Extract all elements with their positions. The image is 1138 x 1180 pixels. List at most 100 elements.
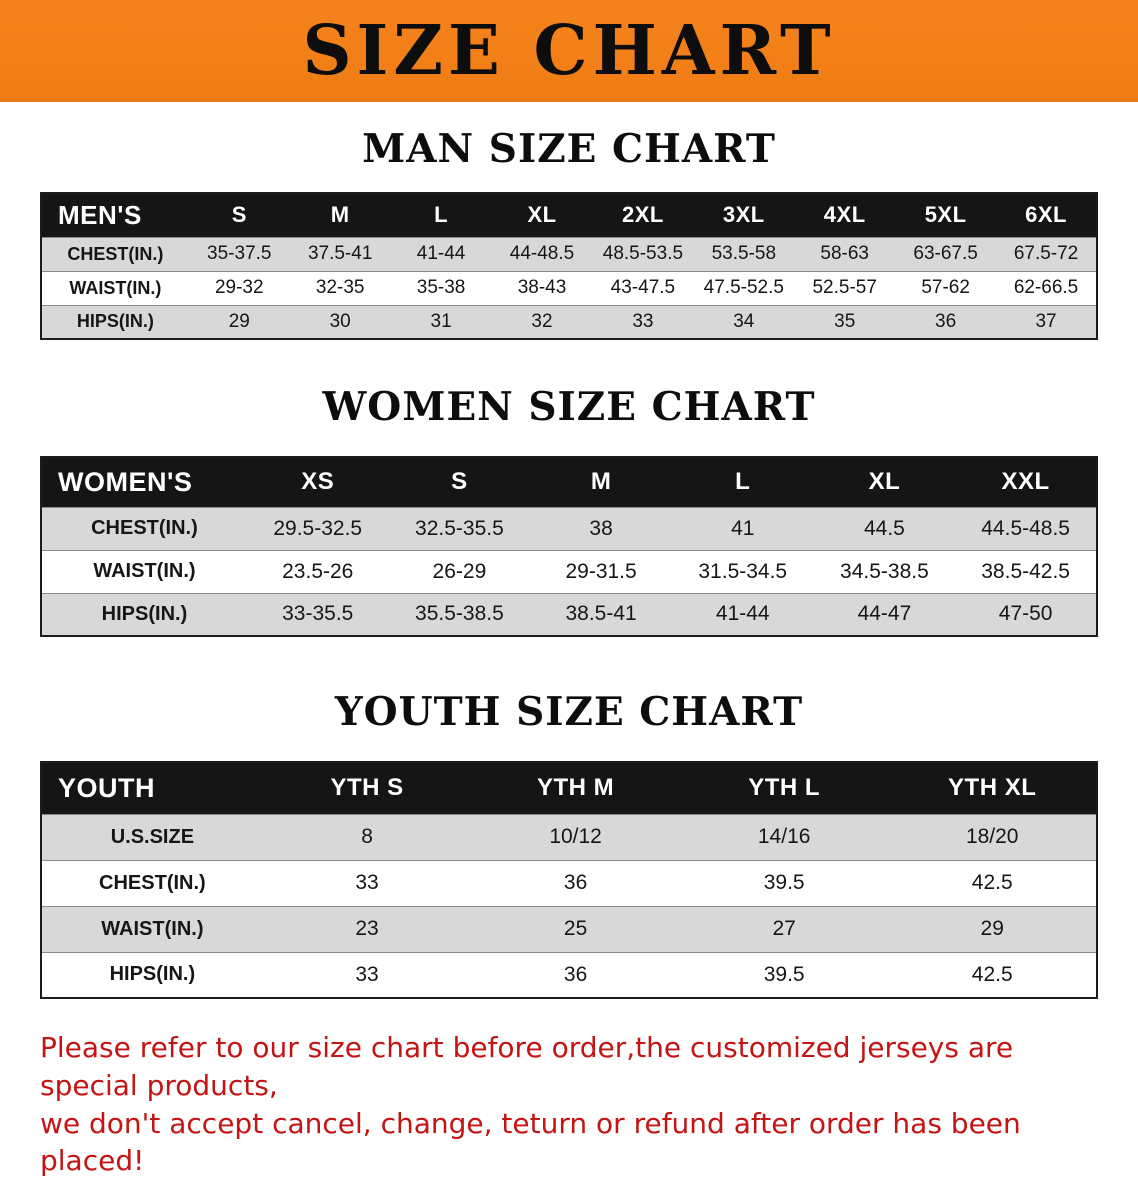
value-cell: 38 bbox=[589, 516, 613, 540]
value-cell: 29 bbox=[980, 917, 1004, 940]
size-header-cell: S bbox=[188, 193, 290, 237]
value-cell: 35 bbox=[834, 310, 856, 332]
size-header-cell: XXL bbox=[955, 457, 1097, 507]
value-cell: 29.5-32.5 bbox=[273, 516, 363, 540]
value-cell: 30 bbox=[329, 310, 351, 332]
value-cell: 39.5 bbox=[763, 962, 805, 986]
size-header-cell: YTH M bbox=[471, 762, 680, 814]
value-cell: 47-50 bbox=[998, 602, 1053, 626]
value-cell: 32.5-35.5 bbox=[415, 516, 504, 540]
table-row: CHEST(IN.) 35-37.5 37.5-41 41-44 44-48.5 48.5… bbox=[41, 237, 1097, 271]
value-cell: 33 bbox=[355, 962, 379, 986]
value-cell: 14/16 bbox=[757, 825, 811, 848]
value-cell: 29-31.5 bbox=[565, 559, 637, 583]
row-label-cell: CHEST(IN.) bbox=[91, 517, 198, 539]
value-cell: 27 bbox=[772, 917, 796, 940]
table-header-row: MEN'S S M L XL 2XL 3XL 4XL 5XL 6XL bbox=[41, 193, 1097, 237]
row-label-cell: HIPS(IN.) bbox=[101, 602, 188, 625]
value-cell: 41 bbox=[731, 516, 755, 540]
row-label-cell: U.S.SIZE bbox=[110, 825, 195, 848]
value-cell: 58-63 bbox=[820, 243, 870, 264]
size-header-cell: XL bbox=[813, 457, 956, 507]
value-cell: 44.5 bbox=[863, 516, 905, 540]
value-cell: 34.5-38.5 bbox=[840, 559, 929, 583]
value-cell: 35-38 bbox=[416, 277, 466, 298]
value-cell: 10/12 bbox=[549, 825, 602, 848]
youth-size-chart-section: YOUTH SIZE CHART YOUTH YTH S YTH M YTH L YTH… bbox=[0, 689, 1138, 999]
page-title: SIZE CHART bbox=[302, 11, 836, 91]
size-header-cell: L bbox=[671, 457, 814, 507]
value-cell: 26-29 bbox=[432, 559, 487, 583]
value-cell: 25 bbox=[563, 917, 588, 940]
size-header-cell: XL bbox=[491, 193, 593, 237]
value-cell: 44-48.5 bbox=[509, 243, 575, 264]
table-row: HIPS(IN.) 33-35.5 35.5-38.5 38.5-41 41-44 44-… bbox=[41, 593, 1097, 636]
value-cell: 39.5 bbox=[763, 871, 805, 894]
size-header-cell: YTH XL bbox=[888, 762, 1097, 814]
value-cell: 44.5-48.5 bbox=[981, 516, 1070, 540]
value-cell: 33 bbox=[632, 310, 654, 332]
disclaimer-line-1: Please refer to our size chart before or… bbox=[40, 1031, 1014, 1102]
value-cell: 23 bbox=[355, 917, 379, 940]
value-cell: 47.5-52.5 bbox=[703, 277, 784, 298]
disclaimer: Please refer to our size chart before or… bbox=[40, 1029, 1098, 1180]
value-cell: 35.5-38.5 bbox=[415, 602, 504, 626]
table-title-cell: YOUTH bbox=[41, 762, 263, 814]
value-cell: 18/20 bbox=[965, 825, 1019, 848]
value-cell: 38-43 bbox=[517, 277, 567, 298]
size-header-cell: XS bbox=[246, 457, 389, 507]
value-cell: 44-47 bbox=[857, 602, 912, 626]
women-size-chart-section: WOMEN SIZE CHART WOMEN'S XS S M L XL XXL CHEST(… bbox=[0, 384, 1138, 637]
value-cell: 23.5-26 bbox=[282, 559, 354, 583]
table-row: CHEST(IN.) 33 36 39.5 42.5 bbox=[41, 860, 1097, 906]
table-row: U.S.SIZE 8 10/12 14/16 18/20 bbox=[41, 814, 1097, 860]
value-cell: 31.5-34.5 bbox=[698, 559, 788, 583]
value-cell: 57-62 bbox=[921, 277, 970, 298]
women-size-table: WOMEN'S XS S M L XL XXL CHEST(IN.) 29.5-32.5 32.5… bbox=[40, 456, 1098, 637]
youth-size-chart-heading: YOUTH SIZE CHART bbox=[334, 689, 804, 735]
value-cell: 36 bbox=[935, 310, 957, 332]
value-cell: 48.5-53.5 bbox=[602, 243, 684, 264]
value-cell: 37.5-41 bbox=[307, 243, 373, 264]
value-cell: 37 bbox=[1035, 310, 1057, 332]
row-label-cell: WAIST(IN.) bbox=[101, 917, 204, 940]
value-cell: 29-32 bbox=[214, 277, 264, 298]
men-size-table: MEN'S S M L XL 2XL 3XL 4XL 5XL 6XL CHEST(IN.) 35-37… bbox=[40, 192, 1098, 340]
value-cell: 53.5-58 bbox=[711, 243, 777, 264]
size-header-cell: 6XL bbox=[996, 193, 1097, 237]
value-cell: 41-44 bbox=[416, 243, 466, 264]
table-row: HIPS(IN.) 29 30 31 32 33 34 35 36 37 bbox=[41, 305, 1097, 339]
row-label-cell: CHEST(IN.) bbox=[99, 871, 206, 894]
size-header-cell: 2XL bbox=[592, 193, 694, 237]
youth-size-table: YOUTH YTH S YTH M YTH L YTH XL U.S.SIZE 8 10/12… bbox=[40, 761, 1098, 999]
value-cell: 33 bbox=[355, 871, 379, 894]
charts-container: MAN SIZE CHART MEN'S S M L XL 2XL 3XL 4XL 5XL 6XL… bbox=[0, 126, 1138, 999]
disclaimer-line-2: we don't accept cancel, change, teturn o… bbox=[40, 1106, 1021, 1178]
size-header-cell: L bbox=[390, 193, 492, 237]
size-header-cell: S bbox=[388, 457, 531, 507]
value-cell: 38.5-41 bbox=[565, 602, 637, 626]
size-header-cell: M bbox=[530, 457, 672, 507]
value-cell: 35-37.5 bbox=[207, 243, 272, 264]
row-label-cell: CHEST(IN.) bbox=[67, 243, 164, 264]
table-row: CHEST(IN.) 29.5-32.5 32.5-35.5 38 41 44.5 44.5… bbox=[41, 507, 1097, 550]
row-label-cell: WAIST(IN.) bbox=[69, 277, 162, 298]
men-size-chart-section: MAN SIZE CHART MEN'S S M L XL 2XL 3XL 4XL 5XL 6XL… bbox=[0, 126, 1138, 340]
value-cell: 41-44 bbox=[715, 602, 770, 626]
table-row: WAIST(IN.) 23.5-26 26-29 29-31.5 31.5-34.5 34… bbox=[41, 550, 1097, 593]
value-cell: 29 bbox=[228, 310, 250, 332]
value-cell: 33-35.5 bbox=[282, 602, 354, 626]
value-cell: 42.5 bbox=[971, 871, 1013, 894]
value-cell: 52.5-57 bbox=[812, 277, 877, 298]
size-header-cell: YTH L bbox=[679, 762, 889, 814]
value-cell: 31 bbox=[430, 310, 452, 332]
row-label-cell: WAIST(IN.) bbox=[93, 560, 196, 582]
table-row: WAIST(IN.) 23 25 27 29 bbox=[41, 906, 1097, 952]
value-cell: 32-35 bbox=[315, 277, 365, 298]
table-row: HIPS(IN.) 33 36 39.5 42.5 bbox=[41, 952, 1097, 998]
table-header-row: WOMEN'S XS S M L XL XXL bbox=[41, 457, 1097, 507]
value-cell: 67.5-72 bbox=[1013, 243, 1079, 264]
size-header-cell: 4XL bbox=[794, 193, 896, 237]
value-cell: 43-47.5 bbox=[610, 277, 676, 298]
